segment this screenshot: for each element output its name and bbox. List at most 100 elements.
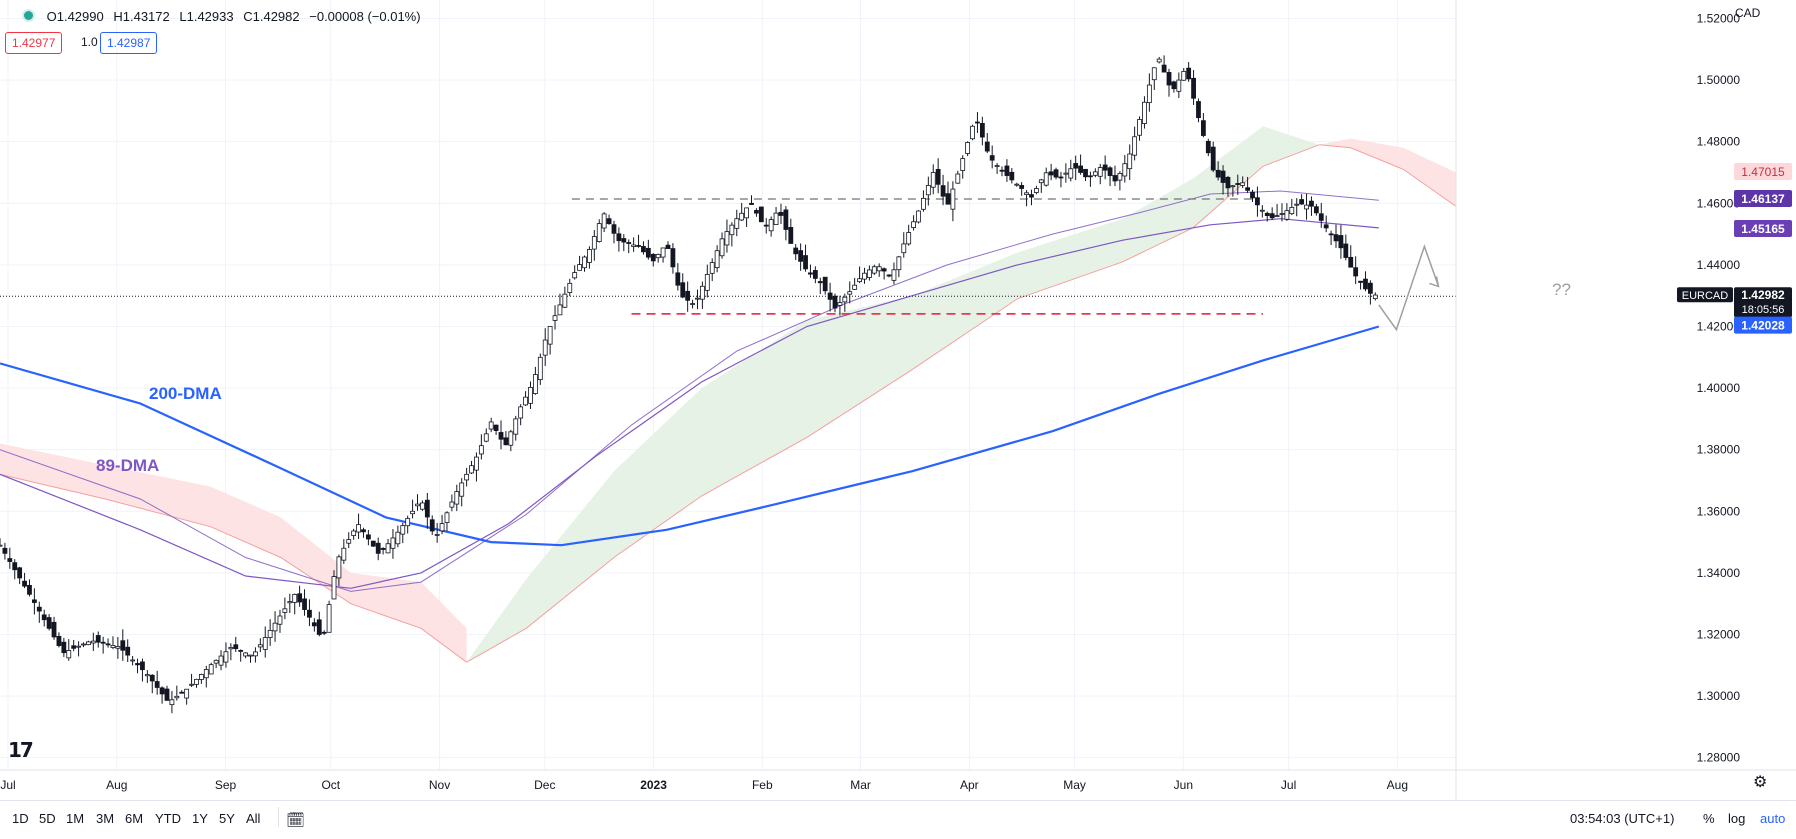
candle xyxy=(174,695,180,699)
candle xyxy=(783,209,789,230)
log-toggle[interactable]: log xyxy=(1728,811,1746,826)
ohlc-close: C1.42982 xyxy=(243,9,300,24)
candle xyxy=(1289,207,1295,215)
candle xyxy=(719,238,725,257)
candle xyxy=(218,655,224,666)
candle xyxy=(685,290,691,301)
cloud-edge xyxy=(466,144,1320,663)
dma200-annotation: 200-DMA xyxy=(149,384,222,403)
candle xyxy=(248,654,253,657)
currency-selector[interactable]: CAD xyxy=(1735,6,1761,20)
candle xyxy=(1176,79,1182,92)
price-tick-label: 1.44000 xyxy=(1697,258,1741,272)
range-1m-button[interactable]: 1M xyxy=(66,811,85,826)
candle xyxy=(1151,67,1157,81)
cloud-bull xyxy=(466,126,1320,663)
candle xyxy=(405,518,411,527)
candle xyxy=(965,142,971,154)
candle xyxy=(616,233,622,242)
candle xyxy=(1196,101,1201,119)
candle xyxy=(361,529,366,533)
candle xyxy=(1323,224,1329,229)
candle xyxy=(587,249,592,263)
candle xyxy=(267,629,273,638)
candle xyxy=(916,210,921,223)
time-tick-label: Jun xyxy=(1174,778,1193,792)
candle xyxy=(1304,204,1309,210)
candle xyxy=(788,227,794,244)
candle xyxy=(307,609,312,618)
candle xyxy=(346,539,352,544)
range-1y-button[interactable]: 1Y xyxy=(192,811,208,826)
candle xyxy=(896,256,902,271)
candle xyxy=(76,645,81,648)
candle xyxy=(994,165,1000,167)
range-1d-button[interactable]: 1D xyxy=(12,811,29,826)
dma89-price-tag-bg xyxy=(1734,219,1792,237)
candle xyxy=(537,356,543,381)
candle xyxy=(704,274,710,291)
candle xyxy=(1205,140,1211,154)
candle xyxy=(945,193,951,205)
candle xyxy=(1078,165,1083,173)
calendar-icon[interactable]: 🗓 xyxy=(286,812,306,829)
candle xyxy=(822,276,828,292)
candle xyxy=(734,218,740,229)
candle xyxy=(528,387,533,404)
range-5y-button[interactable]: 5Y xyxy=(219,811,235,826)
candle xyxy=(203,669,209,679)
candle xyxy=(621,238,627,243)
candle xyxy=(695,297,700,300)
price-tick-label: 1.30000 xyxy=(1697,689,1741,703)
candle xyxy=(866,269,872,278)
range-5d-button[interactable]: 5D xyxy=(39,811,56,826)
candle xyxy=(744,207,749,219)
candle xyxy=(670,248,676,268)
candle xyxy=(1363,278,1368,290)
range-6m-button[interactable]: 6M xyxy=(125,811,144,826)
sell-price-button[interactable]: 1.42977 xyxy=(5,32,63,54)
candle xyxy=(439,523,445,532)
candle xyxy=(611,224,617,234)
price-tick-label: 1.48000 xyxy=(1697,135,1741,149)
candle xyxy=(596,223,602,243)
auto-toggle[interactable]: auto xyxy=(1760,811,1786,826)
candle xyxy=(724,231,730,246)
candle xyxy=(140,661,145,671)
candle xyxy=(105,643,111,646)
candle xyxy=(1073,163,1079,169)
candle xyxy=(493,424,499,431)
candle xyxy=(655,254,661,259)
clock-time[interactable]: 03:54:03 (UTC+1) xyxy=(1570,811,1675,826)
candle xyxy=(434,533,440,536)
candle xyxy=(287,601,293,604)
candle xyxy=(1274,215,1280,218)
candle xyxy=(1372,294,1378,300)
buy-price-button[interactable]: 1.42987 xyxy=(100,32,158,54)
candle xyxy=(1235,183,1241,185)
candle xyxy=(1171,81,1177,90)
gear-icon[interactable]: ⚙ xyxy=(1753,774,1768,791)
candle xyxy=(86,641,91,646)
projection-path xyxy=(1378,244,1440,332)
price-tick-label: 1.38000 xyxy=(1697,443,1741,457)
candle xyxy=(532,374,538,394)
candle xyxy=(410,510,415,515)
candle xyxy=(95,635,101,643)
candle xyxy=(1107,167,1113,176)
candle xyxy=(960,158,966,171)
percent-toggle[interactable]: % xyxy=(1703,811,1715,826)
candle xyxy=(891,269,897,281)
range-ytd-button[interactable]: YTD xyxy=(155,811,181,826)
range-all-button[interactable]: All xyxy=(246,811,261,826)
candle xyxy=(503,437,509,446)
countdown-text: 18:05:56 xyxy=(1742,304,1785,316)
candle xyxy=(513,418,519,435)
tradingview-logo-icon[interactable]: 17 xyxy=(8,738,34,762)
candle xyxy=(852,284,858,290)
candle xyxy=(817,281,823,284)
range-3m-button[interactable]: 3M xyxy=(96,811,115,826)
candle xyxy=(454,491,460,505)
candle xyxy=(601,213,607,229)
